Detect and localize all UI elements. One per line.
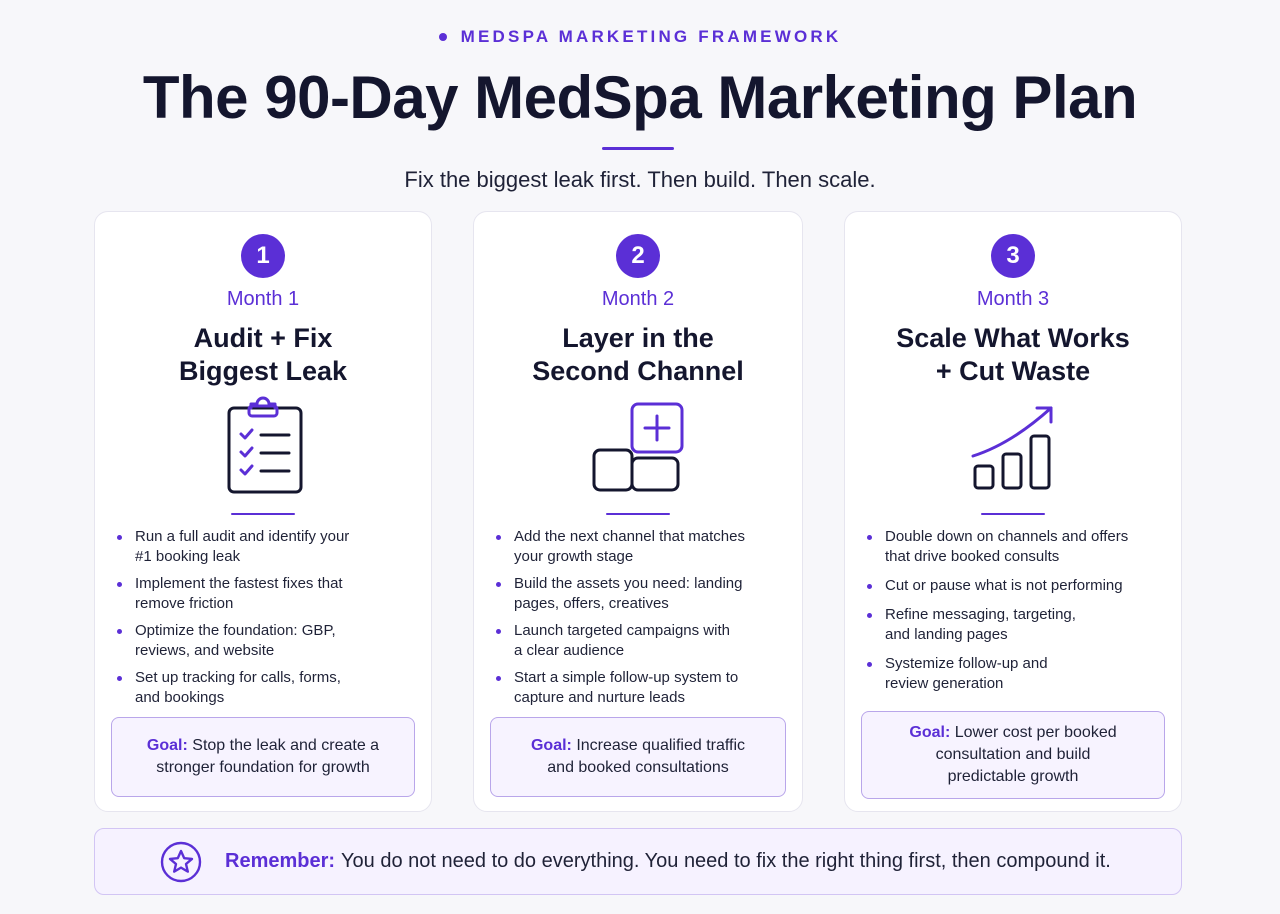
month-3-card: 3 Month 3 Scale What Works + Cut Waste D… xyxy=(844,211,1182,812)
goal-line: predictable growth xyxy=(947,768,1079,785)
month-1-card: 1 Month 1 Audit + Fix Biggest Leak Run a… xyxy=(94,211,432,812)
eyebrow: MEDSPA MARKETING FRAMEWORK xyxy=(0,27,1280,47)
bullet-list: Double down on channels and offers that … xyxy=(867,527,1165,703)
card-title-line: Scale What Works xyxy=(896,323,1130,353)
card-title-line: Second Channel xyxy=(532,356,744,386)
list-item-line: Double down on channels and offers xyxy=(885,528,1129,545)
list-item: Run a full audit and identify your #1 bo… xyxy=(117,527,415,567)
goal-text: Lower cost per booked xyxy=(954,724,1117,741)
month-label: Month 2 xyxy=(601,288,675,310)
goal-text: Increase qualified traffic xyxy=(576,737,746,754)
card-divider xyxy=(231,513,295,515)
list-item: Add the next channel that matches your g… xyxy=(496,527,786,567)
goal-label: Goal: xyxy=(909,724,951,741)
list-item-line: Launch targeted campaigns with xyxy=(514,622,730,639)
goal-line: stronger foundation for growth xyxy=(156,759,370,776)
list-item: Set up tracking for calls, forms, and bo… xyxy=(117,668,415,708)
month-label: Month 3 xyxy=(976,288,1050,310)
list-item-line: remove friction xyxy=(135,595,234,612)
card-title-line: Audit + Fix xyxy=(193,323,333,353)
list-item-line: #1 booking leak xyxy=(135,548,241,565)
step-number-badge: 1 xyxy=(241,234,285,278)
title-underline xyxy=(602,147,674,150)
goal-line: consultation and build xyxy=(935,746,1091,763)
list-item: Double down on channels and offers that … xyxy=(867,527,1165,567)
list-item-line: review generation xyxy=(885,675,1004,692)
card-divider xyxy=(606,513,670,515)
list-item-line: reviews, and website xyxy=(135,642,275,659)
remember-message: You do not need to do everything. You ne… xyxy=(341,850,1111,872)
remember-text-row: Remember: You do not need to do everythin… xyxy=(225,850,1111,873)
list-item: Launch targeted campaigns with a clear a… xyxy=(496,621,786,661)
list-item-line: Optimize the foundation: GBP, xyxy=(135,622,336,639)
list-item-line: Implement the fastest fixes that xyxy=(135,575,343,592)
list-item-line: Systemize follow-up and xyxy=(885,655,1048,672)
list-item-line: Build the assets you need: landing xyxy=(514,575,743,592)
month-2-card: 2 Month 2 Layer in the Second Channel Ad… xyxy=(473,211,803,812)
goal-text: Stop the leak and create a xyxy=(192,737,380,754)
list-item-line: Run a full audit and identify your xyxy=(135,528,350,545)
list-item: Systemize follow-up and review generatio… xyxy=(867,654,1165,694)
list-item-line: Add the next channel that matches xyxy=(514,528,745,545)
page-title: The 90-Day MedSpa Marketing Plan xyxy=(142,64,1138,131)
list-item: Start a simple follow-up system to captu… xyxy=(496,668,786,708)
clipboard-checklist-icon xyxy=(227,396,303,494)
goal-label: Goal: xyxy=(146,737,188,754)
list-item: Build the assets you need: landing pages… xyxy=(496,574,786,614)
goal-line: and booked consultations xyxy=(547,759,729,776)
remember-banner: Remember: You do not need to do everythin… xyxy=(94,828,1182,895)
card-title: Scale What Works + Cut Waste xyxy=(845,322,1181,388)
list-item-line: your growth stage xyxy=(514,548,634,565)
month-label: Month 1 xyxy=(226,288,300,310)
growth-bar-chart-icon xyxy=(971,406,1053,490)
list-item-line: Refine messaging, targeting, xyxy=(885,606,1076,623)
bullet-list: Add the next channel that matches your g… xyxy=(496,527,786,715)
list-item-line: Cut or pause what is not performing xyxy=(885,577,1123,594)
eyebrow-text: MEDSPA MARKETING FRAMEWORK xyxy=(460,27,842,46)
list-item-line: Start a simple follow-up system to xyxy=(514,669,739,686)
eyebrow-dot-icon xyxy=(438,33,447,41)
card-divider xyxy=(981,513,1045,515)
list-item-line: and landing pages xyxy=(885,626,1008,643)
list-item-line: that drive booked consults xyxy=(885,548,1060,565)
step-number-badge: 3 xyxy=(991,234,1035,278)
list-item: Implement the fastest fixes that remove … xyxy=(117,574,415,614)
list-item: Refine messaging, targeting, and landing… xyxy=(867,605,1165,645)
remember-label: Remember: xyxy=(225,850,336,872)
list-item-line: a clear audience xyxy=(514,642,625,659)
page-subtitle: Fix the biggest leak first. Then build. … xyxy=(404,167,876,192)
list-item-line: Set up tracking for calls, forms, xyxy=(135,669,341,686)
card-title-line: + Cut Waste xyxy=(935,356,1091,386)
goal-label: Goal: xyxy=(530,737,572,754)
bullet-list: Run a full audit and identify your #1 bo… xyxy=(117,527,415,715)
card-title: Audit + Fix Biggest Leak xyxy=(95,322,431,388)
card-title: Layer in the Second Channel xyxy=(474,322,802,388)
card-title-line: Biggest Leak xyxy=(178,356,348,386)
goal-line: Goal: Stop the leak and create a xyxy=(122,735,404,757)
add-channel-blocks-icon xyxy=(592,402,684,492)
step-number-badge: 2 xyxy=(616,234,660,278)
goal-box: Goal: Increase qualified traffic and boo… xyxy=(490,717,786,797)
card-title-line: Layer in the xyxy=(562,323,714,353)
goal-line: Goal: Lower cost per booked xyxy=(872,722,1154,744)
star-icon xyxy=(160,841,202,883)
goal-box: Goal: Lower cost per booked consultation… xyxy=(861,711,1165,799)
list-item-line: and bookings xyxy=(135,689,225,706)
goal-box: Goal: Stop the leak and create a stronge… xyxy=(111,717,415,797)
list-item: Cut or pause what is not performing xyxy=(867,576,1165,596)
list-item-line: capture and nurture leads xyxy=(514,689,685,706)
list-item-line: pages, offers, creatives xyxy=(514,595,669,612)
list-item: Optimize the foundation: GBP, reviews, a… xyxy=(117,621,415,661)
goal-line: Goal: Increase qualified traffic xyxy=(501,735,775,757)
